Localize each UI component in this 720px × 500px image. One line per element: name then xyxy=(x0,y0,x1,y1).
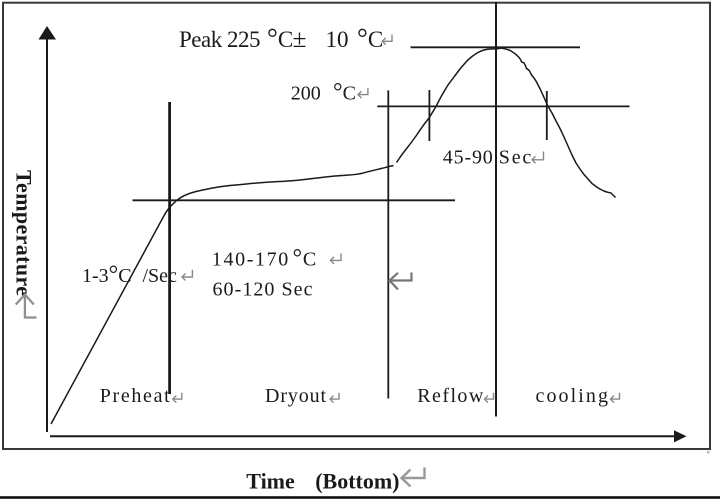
svg-text:°C: °C xyxy=(293,246,317,272)
svg-text:Time: Time xyxy=(246,469,295,494)
svg-text:10: 10 xyxy=(326,27,349,52)
svg-text:1-3°C: 1-3°C xyxy=(82,262,132,288)
svg-text:Peak 225: Peak 225 xyxy=(179,27,261,52)
svg-text:45-90: 45-90 xyxy=(443,147,493,169)
svg-text:Dryout: Dryout xyxy=(265,385,326,407)
svg-text:Reflow: Reflow xyxy=(417,385,484,407)
svg-text:(Bottom): (Bottom) xyxy=(315,469,399,494)
svg-text:200: 200 xyxy=(291,83,321,105)
svg-text:°C: °C xyxy=(333,80,356,106)
svg-text:°C: °C xyxy=(267,23,293,53)
svg-text:°C: °C xyxy=(357,23,383,53)
svg-text:Sec: Sec xyxy=(499,147,532,169)
svg-text:±: ± xyxy=(293,24,307,53)
svg-text:Temperature: Temperature xyxy=(12,170,37,296)
svg-text:Preheat: Preheat xyxy=(100,385,170,407)
svg-text:60-120 Sec: 60-120 Sec xyxy=(213,279,313,301)
svg-text:/Sec: /Sec xyxy=(143,265,178,287)
svg-text:140-170: 140-170 xyxy=(212,249,288,271)
svg-text:cooling: cooling xyxy=(536,385,609,407)
